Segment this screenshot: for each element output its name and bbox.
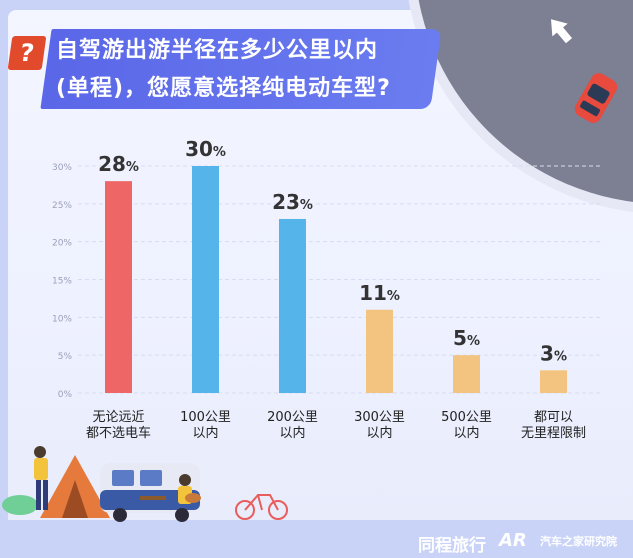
- x-category-label: 500公里: [441, 410, 492, 425]
- brand-tongcheng: 同程旅行: [418, 536, 486, 556]
- data-label: 30%: [185, 137, 226, 161]
- data-label: 3%: [540, 341, 567, 365]
- bar: [453, 355, 480, 393]
- bar: [540, 370, 567, 393]
- data-label: 5%: [453, 326, 480, 350]
- bar: [192, 166, 219, 393]
- bar: [279, 218, 306, 393]
- data-label: 11%: [359, 281, 400, 305]
- x-category-label: 200公里: [267, 410, 318, 425]
- data-label: 28%: [98, 152, 139, 176]
- road-arrow-icon: [551, 19, 573, 44]
- y-tick-label: 5%: [58, 352, 73, 362]
- x-category-label: 以内: [279, 425, 305, 441]
- chart-title-line2: (单程)，您愿意选择纯电动车型?: [56, 76, 391, 101]
- x-category-label: 无里程限制: [521, 426, 586, 441]
- brand-autohome-research: 汽车之家研究院: [540, 535, 617, 548]
- y-tick-label: 25%: [52, 201, 72, 211]
- x-category-label: 以内: [366, 425, 392, 441]
- x-category-label: 以内: [192, 425, 218, 441]
- y-tick-label: 0%: [58, 390, 73, 400]
- x-category-label: 以内: [453, 425, 479, 441]
- footer-bar: [0, 522, 633, 558]
- y-tick-label: 20%: [52, 239, 72, 249]
- camping-illustration: [2, 446, 288, 522]
- y-tick-label: 15%: [52, 277, 72, 287]
- x-category-label: 无论远近: [92, 410, 144, 425]
- bar: [366, 309, 393, 393]
- x-category-label: 100公里: [180, 410, 231, 425]
- x-category-label: 都不选电车: [86, 425, 151, 441]
- x-category-label: 300公里: [354, 410, 405, 425]
- chart-title-line1: 自驾游出游半径在多少公里以内: [56, 38, 379, 63]
- bar: [105, 181, 132, 393]
- brand-ar-logo: AR: [499, 530, 527, 551]
- y-tick-label: 10%: [52, 314, 72, 324]
- y-tick-label: 30%: [52, 163, 72, 173]
- x-category-label: 都可以: [534, 410, 573, 425]
- data-label: 23%: [272, 190, 313, 214]
- car-icon: [574, 73, 618, 123]
